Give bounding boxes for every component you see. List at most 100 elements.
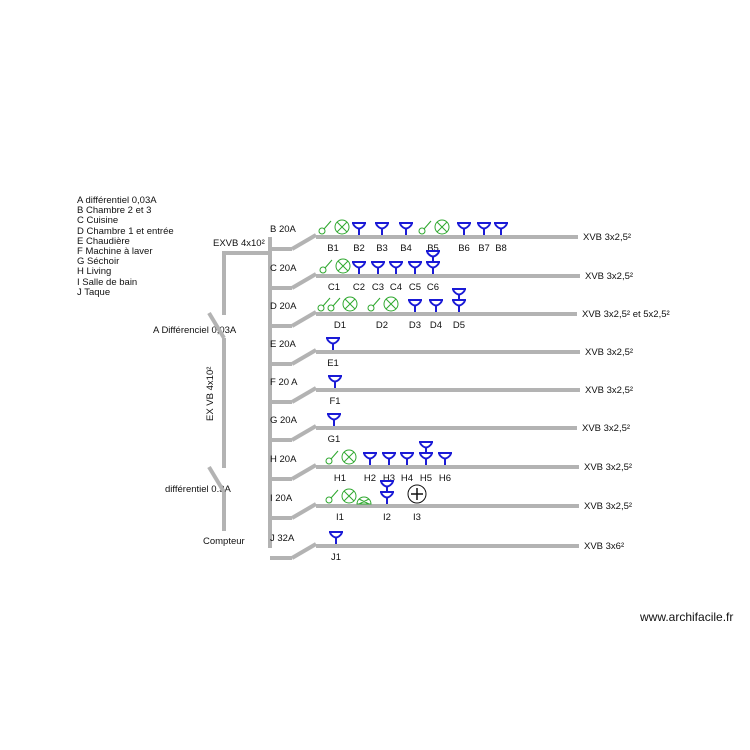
diff-a-label: A Différenciel 0,03A xyxy=(153,325,237,336)
switch-lever xyxy=(324,259,333,269)
socket-arc xyxy=(326,338,340,345)
device-d3: D3 xyxy=(408,299,422,331)
device-e1: E1 xyxy=(326,337,340,369)
device-b4: B4 xyxy=(399,222,413,254)
device-h3: H3 xyxy=(382,452,396,484)
cable-label: XVB 3x6² xyxy=(584,541,624,552)
legend-item: C Cuisine xyxy=(77,215,119,227)
device-b5: B5 xyxy=(418,219,450,254)
switch-lever xyxy=(330,489,339,499)
legend-item: J Taque xyxy=(77,286,111,298)
device-label: C3 xyxy=(372,282,384,293)
device-b2: B2 xyxy=(352,222,366,254)
switch-circle xyxy=(325,457,333,465)
device-c6: C6 xyxy=(426,250,440,293)
device-label: B5 xyxy=(427,243,439,254)
device-b3: B3 xyxy=(375,222,389,254)
device-label: F1 xyxy=(329,396,340,407)
lamp-cross xyxy=(336,221,348,233)
circuit-d: D 20A XVB 3x2,5² et 5x2,5² D1 D2 D3 D4 D5 xyxy=(270,288,670,331)
device-label: B7 xyxy=(478,243,490,254)
lamp-circle xyxy=(341,488,357,504)
device-label: D1 xyxy=(334,320,346,331)
switch-circle xyxy=(418,227,426,235)
socket-arc xyxy=(400,453,414,460)
lamp-circle xyxy=(434,219,450,235)
socket-arc xyxy=(329,532,343,539)
device-label: B2 xyxy=(353,243,365,254)
switch-lever xyxy=(423,220,432,230)
device-h2: H2 xyxy=(363,452,377,484)
device-label: B6 xyxy=(458,243,470,254)
socket-arc xyxy=(352,262,366,269)
device-label: H5 xyxy=(420,473,432,484)
switch-circle xyxy=(318,227,326,235)
device-b1: B1 xyxy=(318,219,350,254)
socket-arc xyxy=(494,223,508,230)
switch-lever xyxy=(372,297,381,307)
cable-label: XVB 3x2,5² xyxy=(583,232,631,243)
device-label: C6 xyxy=(427,282,439,293)
device-label: D4 xyxy=(430,320,442,331)
legend-item: F Machine à laver xyxy=(77,246,153,258)
socket-arc xyxy=(452,300,466,307)
legend-item: D Chambre 1 et entrée xyxy=(77,225,174,237)
device-j1: J1 xyxy=(329,531,343,563)
device-label: B1 xyxy=(327,243,339,254)
socket-arc xyxy=(429,300,443,307)
wall-lamp-icon xyxy=(356,496,372,505)
fan-blades xyxy=(411,488,423,500)
device-label: C2 xyxy=(353,282,365,293)
switch-circle xyxy=(317,304,325,312)
circuit-h: H 20A XVB 3x2,5² H1 H2 H3 H4 H5 H6 xyxy=(270,441,632,484)
socket-arc xyxy=(389,262,403,269)
device-label: D3 xyxy=(409,320,421,331)
device-d4: D4 xyxy=(429,299,443,331)
main-diff-switch xyxy=(207,465,226,494)
socket-arc xyxy=(438,453,452,460)
switch-lever xyxy=(322,297,331,307)
circuit-b: B 20A XVB 3x2,5² B1 B2 B3 B4 B5 B6 B7 B8 xyxy=(270,219,631,254)
breaker-switch xyxy=(290,272,318,290)
feed-cable-vertical-label: EX VB 4x10² xyxy=(205,367,216,421)
breaker-switch xyxy=(290,424,318,442)
lamp-circle xyxy=(383,296,399,312)
cable-label: XVB 3x2,5² xyxy=(584,462,632,473)
device-label: B3 xyxy=(376,243,388,254)
device-d5: D5 xyxy=(452,288,466,331)
socket-arc xyxy=(382,453,396,460)
cable-label: XVB 3x2,5² xyxy=(582,423,630,434)
device-label: E1 xyxy=(327,358,339,369)
cable-label: XVB 3x2,5² xyxy=(584,501,632,512)
legend-item: H Living xyxy=(77,266,112,278)
socket-arc xyxy=(328,376,342,383)
switch-circle xyxy=(367,304,375,312)
device-c4: C4 xyxy=(389,261,403,293)
legend-item: G Séchoir xyxy=(77,256,120,268)
socket-arc xyxy=(380,492,394,499)
cable-label: XVB 3x2,5² xyxy=(585,385,633,396)
breaker-label: H 20A xyxy=(270,454,297,465)
circuit-c: C 20A XVB 3x2,5² C1 C2 C3 C4 C5 C6 xyxy=(270,250,633,293)
device-label: B8 xyxy=(495,243,507,254)
legend-item: I Salle de bain xyxy=(77,276,138,288)
device-b6: B6 xyxy=(457,222,471,254)
device-label: H4 xyxy=(401,473,413,484)
device-h1: H1 xyxy=(325,449,357,484)
diff-a-switch xyxy=(207,311,226,340)
device-f1: F1 xyxy=(328,375,342,407)
socket-arc xyxy=(399,223,413,230)
cable-label: XVB 3x2,5² xyxy=(585,271,633,282)
socket-arc xyxy=(408,262,422,269)
circuit-j: J 32A XVB 3x6² J1 xyxy=(270,531,624,563)
device-c2: C2 xyxy=(352,261,366,293)
socket-arc xyxy=(327,414,341,421)
socket-arc xyxy=(419,442,433,449)
device-b7: B7 xyxy=(477,222,491,254)
lamp-circle xyxy=(334,219,350,235)
device-h5: H5 xyxy=(419,441,433,484)
circuit-f: F 20 A XVB 3x2,5² F1 xyxy=(270,375,633,407)
switch-circle xyxy=(327,304,335,312)
device-label: C4 xyxy=(390,282,402,293)
